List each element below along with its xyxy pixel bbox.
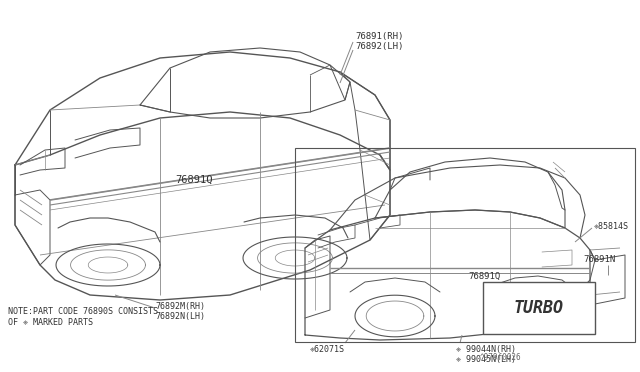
Text: OF ❈ MARKED PARTS: OF ❈ MARKED PARTS: [8, 318, 93, 327]
Bar: [295, 148, 635, 342]
Text: 76891(RH)
76892(LH): 76891(RH) 76892(LH): [355, 32, 403, 51]
Text: 76891N: 76891N: [583, 255, 615, 264]
Text: ^979f0026: ^979f0026: [480, 353, 522, 362]
Text: 76892M(RH)
76892N(LH): 76892M(RH) 76892N(LH): [155, 302, 205, 321]
Text: TURBO: TURBO: [514, 299, 564, 317]
Text: NOTE:PART CODE 76890S CONSISTS: NOTE:PART CODE 76890S CONSISTS: [8, 307, 158, 316]
Bar: [483, 282, 595, 334]
Text: ❈62071S: ❈62071S: [310, 345, 345, 354]
Text: ❈ 99044N(RH)
❈ 99045N(LH): ❈ 99044N(RH) ❈ 99045N(LH): [456, 345, 516, 365]
Text: 76891Q: 76891Q: [468, 272, 500, 281]
Text: ❈85814S: ❈85814S: [594, 222, 629, 231]
Text: 76891Q: 76891Q: [175, 175, 212, 185]
